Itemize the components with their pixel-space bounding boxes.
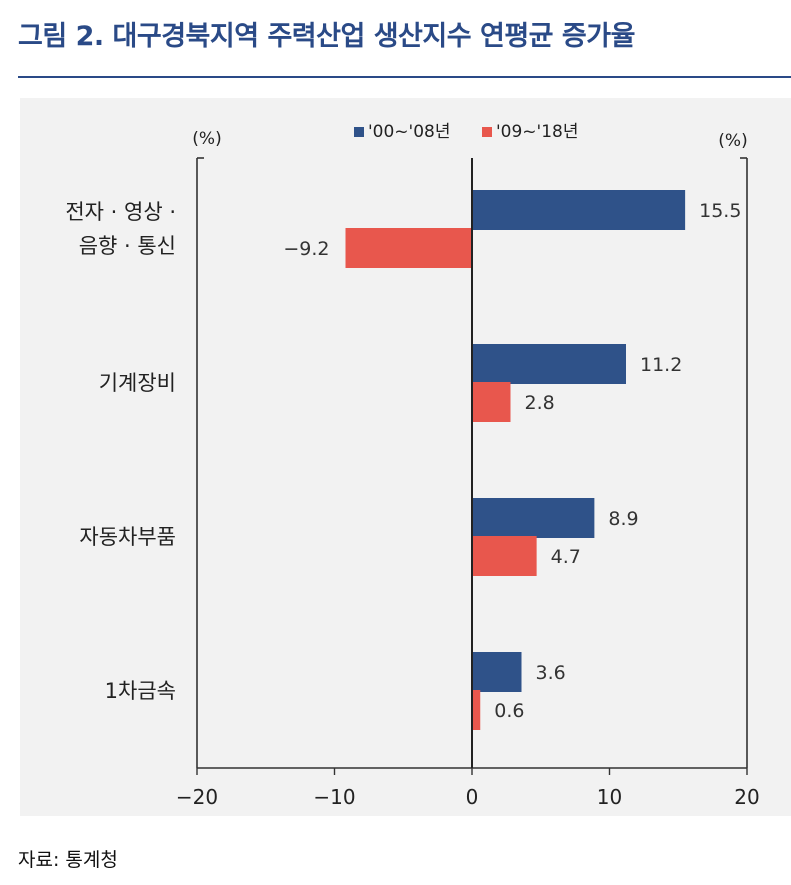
y-unit-left: (%) xyxy=(192,129,221,149)
x-tick-label: 0 xyxy=(466,785,479,809)
category-label: 자동차부품 xyxy=(79,525,176,549)
source-note: 자료: 통계청 xyxy=(18,849,118,871)
category-label: 1차금속 xyxy=(105,679,176,703)
data-label: 15.5 xyxy=(699,200,741,222)
data-label: −9.2 xyxy=(283,238,329,260)
data-label: 0.6 xyxy=(494,700,524,722)
legend-label-series2: '09~'18년 xyxy=(496,122,579,142)
x-tick-label: −20 xyxy=(176,785,218,809)
category-label: 전자 · 영상 · xyxy=(65,200,176,224)
legend-swatch-series2 xyxy=(482,127,492,137)
data-label: 3.6 xyxy=(536,662,566,684)
chart-panel: −20 −10 0 10 20 (%) (%) '00~'08년 '09~'18년 15.5 −9.… xyxy=(20,98,791,816)
bar-1-3 xyxy=(472,498,595,538)
legend-label-series1: '00~'08년 xyxy=(368,122,451,142)
bar-1-4 xyxy=(472,652,522,692)
bar-2-1 xyxy=(345,228,472,268)
bar-2-4 xyxy=(472,690,481,730)
data-label: 8.9 xyxy=(608,508,638,530)
title-divider xyxy=(18,76,791,78)
bar-1-1 xyxy=(472,190,686,230)
bar-chart: −20 −10 0 10 20 (%) (%) '00~'08년 '09~'18년 15.5 −9.… xyxy=(65,122,759,809)
figure-title: 그림 2. 대구경북지역 주력산업 생산지수 연평균 증가율 xyxy=(18,21,635,52)
x-tick-label: 20 xyxy=(734,785,759,809)
bar-1-2 xyxy=(472,344,626,384)
data-label: 11.2 xyxy=(640,354,682,376)
data-label: 2.8 xyxy=(525,392,555,414)
bar-2-2 xyxy=(472,382,511,422)
x-tick-label: −10 xyxy=(313,785,355,809)
category-label: 기계장비 xyxy=(99,371,176,395)
data-label: 4.7 xyxy=(551,546,581,568)
legend-swatch-series1 xyxy=(354,127,364,137)
x-tick-label: 10 xyxy=(597,785,622,809)
bar-2-3 xyxy=(472,536,537,576)
category-label: 음향 · 통신 xyxy=(79,234,176,258)
y-unit-right: (%) xyxy=(718,131,747,151)
